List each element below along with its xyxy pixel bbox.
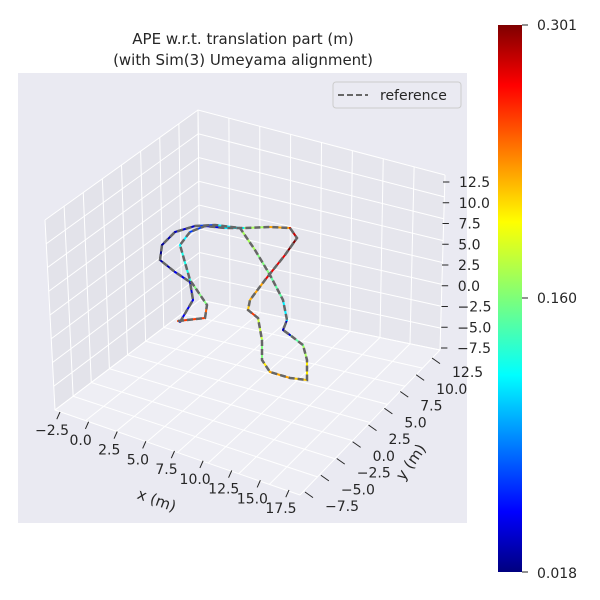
x-tick-mark bbox=[56, 411, 61, 420]
z-tick-label: −5.0 bbox=[457, 320, 491, 336]
z-tick-label: 2.5 bbox=[458, 258, 480, 274]
chart-title-line2: (with Sim(3) Umeyama alignment) bbox=[113, 51, 373, 69]
y-tick-mark bbox=[399, 391, 409, 398]
y-tick-label: 7.5 bbox=[420, 399, 442, 415]
colorbar bbox=[498, 25, 522, 572]
x-tick-label: −2.5 bbox=[35, 423, 69, 439]
x-tick-label: 7.5 bbox=[155, 462, 177, 478]
x-tick-mark bbox=[199, 460, 204, 469]
x-tick-mark bbox=[170, 450, 175, 459]
y-tick-mark bbox=[352, 441, 361, 448]
x-tick-mark bbox=[285, 489, 290, 498]
y-tick-mark bbox=[384, 407, 393, 415]
x-tick-mark bbox=[113, 431, 118, 439]
z-tick-label: 10.0 bbox=[459, 196, 490, 212]
legend: reference bbox=[332, 81, 462, 109]
x-tick-label: 10.0 bbox=[180, 472, 211, 488]
reference-trajectory bbox=[158, 223, 309, 382]
chart-title-line1: APE w.r.t. translation part (m) bbox=[132, 30, 353, 48]
z-tick-label: 12.5 bbox=[459, 175, 490, 191]
colorbar-ticks: 0.301 0.160 0.018 bbox=[522, 18, 577, 582]
y-tick-mark bbox=[368, 424, 377, 432]
y-tick-label: −2.5 bbox=[357, 466, 391, 482]
z-tick-label: 7.5 bbox=[459, 217, 481, 233]
trajectory-segment bbox=[269, 274, 284, 301]
colorbar-tick-min: 0.018 bbox=[537, 566, 577, 582]
z-tick-label: −2.5 bbox=[458, 300, 492, 316]
z-tick-label: 5.0 bbox=[458, 237, 480, 253]
y-tick-mark bbox=[431, 357, 441, 365]
y-tick-mark bbox=[415, 374, 425, 381]
floor-pane bbox=[55, 300, 440, 495]
grid-lines bbox=[44, 109, 446, 496]
x-tick-mark bbox=[256, 480, 261, 488]
y-tick-label: 10.0 bbox=[436, 382, 467, 398]
z-tick-label: −7.5 bbox=[457, 341, 491, 357]
z-tick-label: 0.0 bbox=[458, 279, 480, 295]
x-tick-mark bbox=[228, 470, 233, 478]
x-tick-label: 5.0 bbox=[127, 452, 149, 468]
colorbar-tick-max: 0.301 bbox=[537, 18, 577, 34]
x-tick-mark bbox=[142, 441, 147, 449]
y-tick-label: −5.0 bbox=[341, 482, 375, 498]
colorbar-tick-mid: 0.160 bbox=[537, 291, 577, 307]
x-tick-label: 0.0 bbox=[69, 433, 91, 449]
y-tick-label: 5.0 bbox=[404, 415, 426, 431]
reference-line bbox=[158, 223, 309, 382]
y-tick-label: 0.0 bbox=[373, 449, 395, 465]
legend-label-reference: reference bbox=[380, 88, 447, 104]
y-tick-label: 2.5 bbox=[389, 432, 411, 448]
x-tick-label: 15.0 bbox=[237, 491, 268, 507]
grid-line-y bbox=[197, 109, 441, 351]
y-tick-mark bbox=[336, 458, 346, 465]
x-tick-label: 17.5 bbox=[265, 501, 296, 517]
x-tick-label: 2.5 bbox=[98, 443, 120, 459]
y-tick-label: −7.5 bbox=[325, 499, 359, 515]
x-tick-label: 12.5 bbox=[208, 482, 239, 498]
x-tick-mark bbox=[84, 421, 90, 430]
y-tick-mark bbox=[304, 491, 314, 499]
y-tick-mark bbox=[320, 474, 330, 482]
y-tick-label: 12.5 bbox=[452, 365, 483, 381]
